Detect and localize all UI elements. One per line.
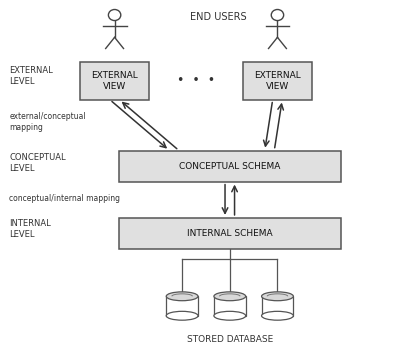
Text: INTERNAL SCHEMA: INTERNAL SCHEMA bbox=[187, 229, 273, 238]
Ellipse shape bbox=[166, 292, 198, 301]
Text: •  •  •: • • • bbox=[177, 74, 215, 87]
FancyBboxPatch shape bbox=[80, 62, 149, 100]
Text: END USERS: END USERS bbox=[190, 12, 246, 22]
FancyBboxPatch shape bbox=[118, 218, 341, 249]
Bar bbox=[262, 296, 293, 316]
Text: CONCEPTUAL SCHEMA: CONCEPTUAL SCHEMA bbox=[179, 162, 280, 171]
Text: EXTERNAL
LEVEL: EXTERNAL LEVEL bbox=[9, 66, 53, 86]
Ellipse shape bbox=[214, 292, 246, 301]
Ellipse shape bbox=[262, 292, 293, 301]
Text: INTERNAL
LEVEL: INTERNAL LEVEL bbox=[9, 219, 51, 239]
Text: STORED DATABASE: STORED DATABASE bbox=[187, 335, 273, 344]
Text: EXTERNAL
VIEW: EXTERNAL VIEW bbox=[254, 71, 301, 91]
FancyBboxPatch shape bbox=[243, 62, 312, 100]
Text: conceptual/internal mapping: conceptual/internal mapping bbox=[9, 194, 120, 203]
Ellipse shape bbox=[214, 311, 246, 320]
FancyBboxPatch shape bbox=[118, 151, 341, 182]
Bar bbox=[166, 296, 198, 316]
Ellipse shape bbox=[262, 311, 293, 320]
Text: EXTERNAL
VIEW: EXTERNAL VIEW bbox=[91, 71, 138, 91]
Ellipse shape bbox=[166, 311, 198, 320]
Text: external/conceptual
mapping: external/conceptual mapping bbox=[9, 112, 86, 132]
Bar bbox=[214, 296, 246, 316]
Text: CONCEPTUAL
LEVEL: CONCEPTUAL LEVEL bbox=[9, 152, 66, 173]
